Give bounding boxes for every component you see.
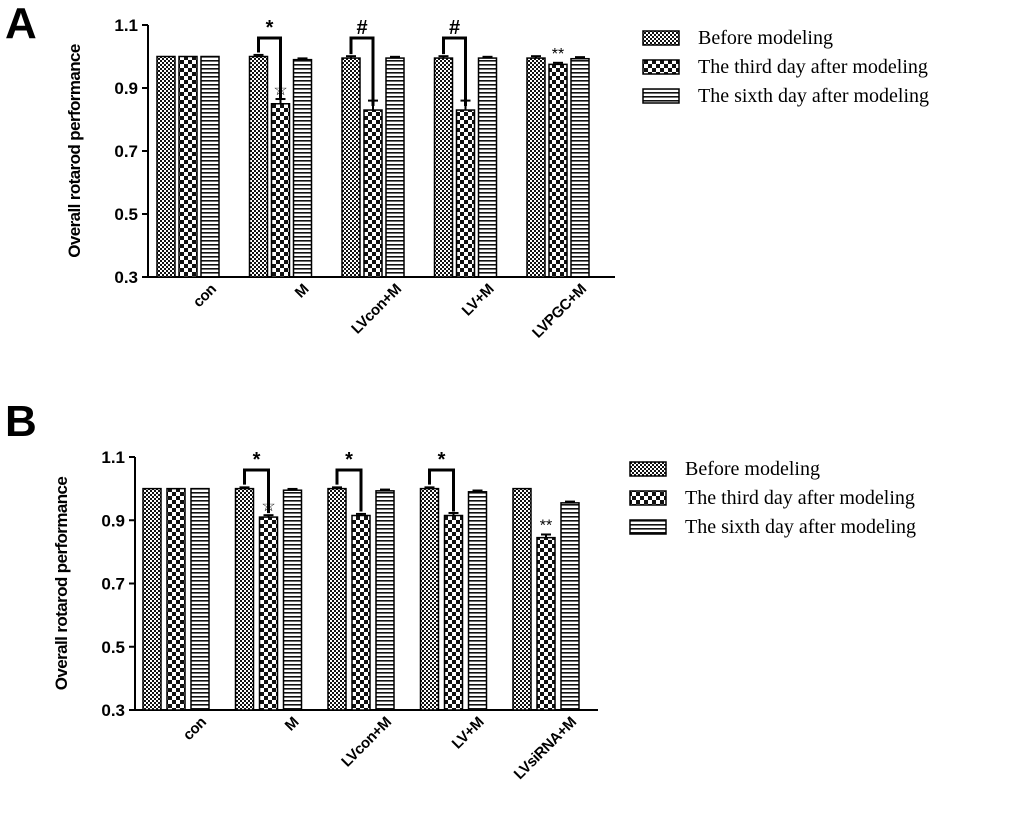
y-tick-label: 0.7	[114, 142, 138, 161]
legend-swatch	[642, 59, 680, 75]
legend-entry: The third day after modeling	[698, 56, 928, 78]
bar-a-4-2	[570, 57, 590, 278]
significance-bracket	[335, 468, 363, 512]
bar-b-0-1	[166, 487, 186, 711]
bar-a-1-0	[248, 55, 269, 278]
y-tick-label: 1.1	[101, 448, 125, 467]
bar-a-0-1	[178, 55, 198, 278]
legend-swatch	[629, 519, 667, 535]
bar-b-2-0	[327, 487, 347, 711]
bar-a-3-1	[455, 109, 476, 278]
y-tick-label: 0.9	[101, 511, 125, 530]
significance-label: #	[356, 17, 367, 39]
y-tick-label: 0.9	[114, 79, 138, 98]
y-tick-label: 0.5	[101, 638, 125, 657]
x-tick-label: LVcon+M	[348, 281, 405, 338]
x-tick-label: LV+M	[459, 281, 498, 320]
bar-a-0-0	[156, 55, 176, 278]
bar-b-0-2	[190, 487, 210, 711]
bar-b-3-0	[419, 487, 440, 711]
bar-b-2-1	[351, 514, 371, 711]
bar-a-2-1	[363, 109, 383, 278]
significance-bracket	[349, 36, 375, 107]
significance-mark: **	[540, 517, 552, 534]
significance-label: #	[449, 17, 460, 39]
bar-b-4-2	[560, 502, 580, 711]
y-axis-title: Overall rotarod performance	[52, 477, 71, 691]
x-tick-label: LVPGC+M	[529, 281, 590, 342]
bar-a-1-2	[292, 58, 313, 278]
bar-b-0-0	[142, 487, 162, 711]
significance-mark: ☆	[273, 82, 287, 99]
bar-a-2-2	[385, 57, 405, 278]
legend-entry: The sixth day after modeling	[685, 516, 916, 538]
bar-b-1-2	[282, 489, 303, 711]
panel-label: B	[5, 397, 37, 446]
bar-b-1-1	[258, 516, 279, 711]
panel-label: A	[5, 0, 37, 48]
x-tick-label: LVsiRNA+M	[511, 714, 580, 783]
significance-mark: **	[552, 46, 564, 63]
chart-panel-b: B 0.3 0.5 0.7 0.9 1.1 Overall rotarod performa…	[5, 397, 916, 783]
legend-swatch	[642, 30, 680, 46]
x-tick-label: M	[292, 281, 313, 302]
chart-panel-a: A 0.3 0.5 0.7 0.9 1.1 Overall rotarod performa…	[5, 0, 929, 342]
bar-a-3-0	[433, 57, 454, 278]
y-tick-label: 0.7	[101, 575, 125, 594]
significance-bracket	[442, 36, 467, 107]
legend-entry: Before modeling	[698, 27, 833, 49]
legend-entry: Before modeling	[685, 458, 820, 480]
legend-swatch	[629, 461, 667, 477]
y-axis-title: Overall rotarod performance	[65, 44, 84, 258]
x-tick-label: M	[282, 714, 303, 735]
bar-a-4-0	[526, 57, 546, 278]
legend-swatch	[629, 490, 667, 506]
bar-b-3-1	[443, 514, 464, 711]
x-tick-label: LVcon+M	[338, 714, 395, 771]
significance-label: *	[438, 449, 446, 471]
y-tick-label: 1.1	[114, 16, 138, 35]
bar-b-4-1	[536, 536, 556, 711]
y-tick-label: 0.3	[114, 268, 138, 287]
bar-a-1-1	[270, 103, 291, 278]
bar-a-3-2	[477, 57, 498, 278]
significance-label: *	[345, 449, 353, 471]
legend-entry: The third day after modeling	[685, 487, 915, 509]
bar-b-1-0	[234, 487, 255, 711]
significance-bracket	[428, 468, 455, 512]
bar-a-4-1	[548, 63, 568, 278]
x-tick-label: con	[190, 281, 220, 311]
significance-label: *	[253, 449, 261, 471]
bar-b-2-2	[375, 490, 395, 711]
legend-swatch	[642, 88, 680, 104]
bar-a-0-2	[200, 55, 220, 278]
bar-b-3-2	[467, 491, 488, 711]
x-tick-label: LV+M	[449, 714, 488, 753]
bar-a-2-0	[341, 57, 361, 278]
significance-bracket	[257, 36, 282, 100]
y-tick-label: 0.5	[114, 205, 138, 224]
x-tick-label: con	[180, 714, 210, 744]
legend-entry: The sixth day after modeling	[698, 85, 929, 107]
y-tick-label: 0.3	[101, 701, 125, 720]
significance-label: *	[266, 17, 274, 39]
significance-bracket	[243, 468, 270, 514]
significance-mark: ☆	[261, 498, 275, 515]
bar-b-4-0	[512, 487, 532, 711]
